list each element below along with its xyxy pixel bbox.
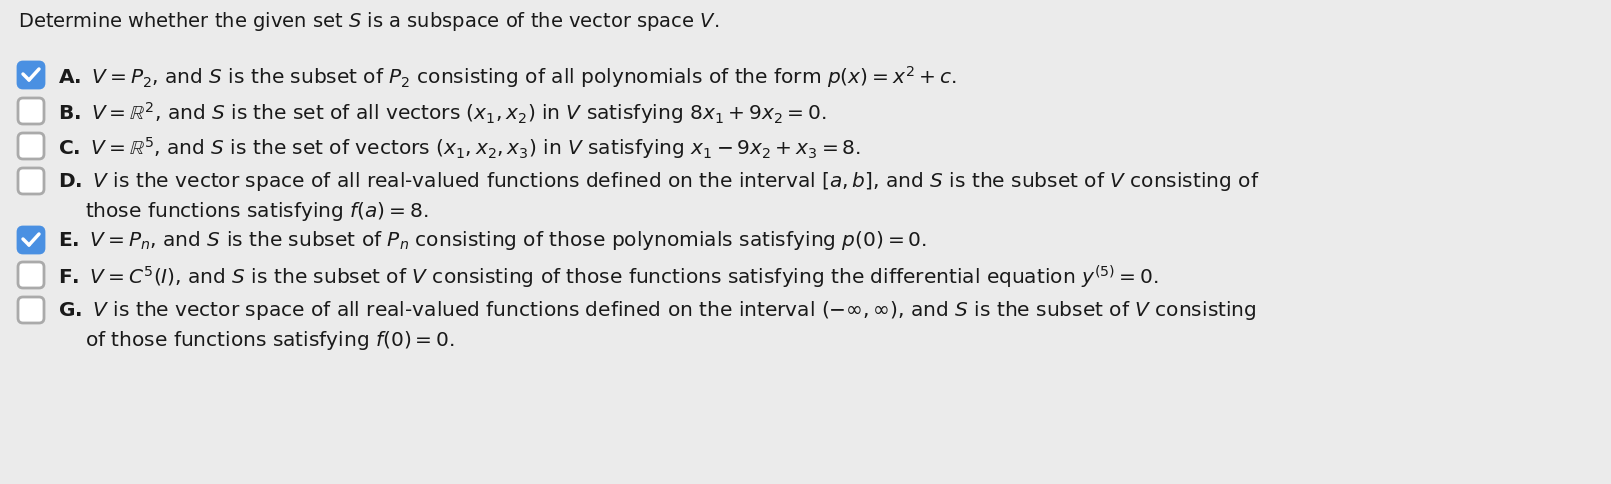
Text: $\mathbf{A.}$ $V = P_2$, and $S$ is the subset of $P_2$ consisting of all polyno: $\mathbf{A.}$ $V = P_2$, and $S$ is the … <box>58 64 957 90</box>
Text: $\mathbf{C.}$ $V = \mathbb{R}^5$, and $S$ is the set of vectors $(x_1, x_2, x_3): $\mathbf{C.}$ $V = \mathbb{R}^5$, and $S… <box>58 135 860 161</box>
Text: $\mathbf{E.}$ $V = P_n$, and $S$ is the subset of $P_n$ consisting of those poly: $\mathbf{E.}$ $V = P_n$, and $S$ is the … <box>58 228 926 252</box>
Text: of those functions satisfying $f(0) = 0$.: of those functions satisfying $f(0) = 0$… <box>85 328 454 351</box>
FancyBboxPatch shape <box>18 168 43 195</box>
FancyBboxPatch shape <box>18 99 43 125</box>
FancyBboxPatch shape <box>18 262 43 288</box>
FancyBboxPatch shape <box>18 63 43 89</box>
Text: $\mathbf{B.}$ $V = \mathbb{R}^2$, and $S$ is the set of all vectors $(x_1, x_2)$: $\mathbf{B.}$ $V = \mathbb{R}^2$, and $S… <box>58 100 826 126</box>
Text: $\mathbf{G.}$ $V$ is the vector space of all real-valued functions defined on th: $\mathbf{G.}$ $V$ is the vector space of… <box>58 298 1257 321</box>
FancyBboxPatch shape <box>18 134 43 160</box>
Text: those functions satisfying $f(a) = 8$.: those functions satisfying $f(a) = 8$. <box>85 199 429 223</box>
FancyBboxPatch shape <box>18 227 43 254</box>
FancyBboxPatch shape <box>18 297 43 323</box>
Text: $\mathbf{D.}$ $V$ is the vector space of all real-valued functions defined on th: $\mathbf{D.}$ $V$ is the vector space of… <box>58 170 1260 193</box>
Text: $\mathbf{F.}$ $V = C^5(I)$, and $S$ is the subset of $V$ consisting of those fun: $\mathbf{F.}$ $V = C^5(I)$, and $S$ is t… <box>58 263 1158 290</box>
Text: Determine whether the given set $S$ is a subspace of the vector space $V$.: Determine whether the given set $S$ is a… <box>18 10 719 33</box>
